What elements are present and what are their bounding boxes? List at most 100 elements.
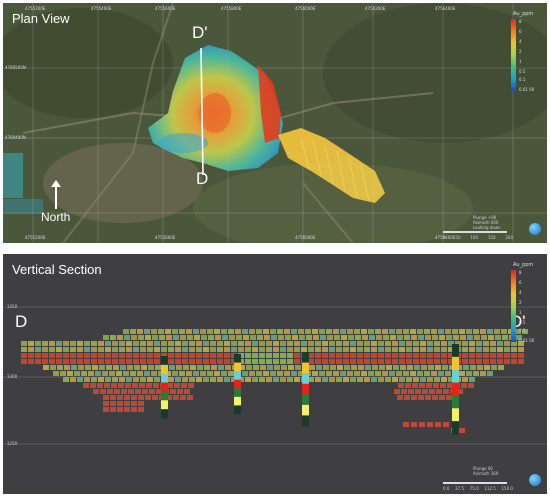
block-cell (98, 377, 104, 382)
block-cell (357, 359, 363, 364)
block-cell (320, 335, 326, 340)
drillhole-segment (452, 421, 459, 435)
block-cell (385, 359, 391, 364)
block-cell (111, 383, 117, 388)
block-cell (228, 329, 234, 334)
block-cell (125, 383, 131, 388)
section-title: Vertical Section (12, 262, 102, 277)
block-cell (95, 371, 101, 376)
block-cell (176, 365, 182, 370)
block-cell (480, 329, 486, 334)
legend-tick: 1 (519, 310, 522, 315)
elevation-label: 1300 (7, 374, 18, 379)
block-cell (228, 371, 234, 376)
block-cell (354, 371, 360, 376)
block-cell (105, 347, 111, 352)
block-cell (21, 359, 27, 364)
block-cell (361, 329, 367, 334)
block-cell (333, 371, 339, 376)
block-cell (413, 353, 419, 358)
block-cell (77, 353, 83, 358)
block-cell (93, 389, 99, 394)
plan-view-title: Plan View (12, 11, 70, 26)
block-cell (168, 341, 174, 346)
block-cell (180, 395, 186, 400)
block-cell (334, 335, 340, 340)
block-cell (175, 347, 181, 352)
block-cell (404, 335, 410, 340)
block-cell (70, 377, 76, 382)
block-cell (84, 359, 90, 364)
block-cell (448, 341, 454, 346)
block-cell (242, 371, 248, 376)
block-cell (424, 371, 430, 376)
block-cell (161, 353, 167, 358)
block-cell (495, 335, 501, 340)
block-cell (417, 371, 423, 376)
block-cell (305, 329, 311, 334)
block-cell (371, 359, 377, 364)
block-cell (266, 347, 272, 352)
block-cell (140, 341, 146, 346)
block-cell (63, 347, 69, 352)
block-cell (217, 347, 223, 352)
block-cell (511, 341, 517, 346)
block-cell (518, 359, 524, 364)
block-cell (161, 341, 167, 346)
block-cell (203, 359, 209, 364)
legend-tick: 8 (519, 19, 522, 24)
block-cell (466, 371, 472, 376)
block-cell (467, 335, 473, 340)
block-cell (250, 335, 256, 340)
block-cell (126, 341, 132, 346)
block-cell (469, 347, 475, 352)
block-cell (292, 335, 298, 340)
block-cell (298, 329, 304, 334)
block-cell (364, 377, 370, 382)
block-cell (245, 359, 251, 364)
block-cell (133, 377, 139, 382)
block-cell (365, 365, 371, 370)
block-cell (515, 329, 521, 334)
block-cell (131, 401, 137, 406)
block-cell (264, 335, 270, 340)
block-cell (316, 365, 322, 370)
block-cell (42, 341, 48, 346)
block-cell (63, 359, 69, 364)
block-cell (56, 353, 62, 358)
block-cell (461, 383, 467, 388)
block-cell (91, 347, 97, 352)
block-cell (476, 341, 482, 346)
plan-map (3, 3, 547, 243)
block-cell (315, 359, 321, 364)
block-cell (400, 365, 406, 370)
legend-tick: 0.01 00 (519, 338, 535, 343)
legend-tick: 2 (519, 300, 522, 305)
drillhole-segment (302, 394, 309, 406)
block-cell (172, 371, 178, 376)
block-cell (439, 335, 445, 340)
block-cell (501, 329, 507, 334)
block-cell (217, 377, 223, 382)
block-cell (103, 407, 109, 412)
block-cell (211, 365, 217, 370)
block-cell (491, 365, 497, 370)
block-cell (350, 359, 356, 364)
block-cell (487, 329, 493, 334)
block-cell (103, 335, 109, 340)
block-cell (490, 353, 496, 358)
block-cell (322, 377, 328, 382)
block-cell (392, 359, 398, 364)
block-cell (462, 347, 468, 352)
block-cell (119, 359, 125, 364)
block-cell (413, 359, 419, 364)
block-cell (462, 377, 468, 382)
legend-tick: 0.5 (519, 320, 526, 325)
block-cell (259, 353, 265, 358)
legend-tick: 0.01 00 (519, 87, 535, 92)
block-cell (119, 353, 125, 358)
block-cell (440, 383, 446, 388)
block-cell (504, 359, 510, 364)
block-cell (130, 371, 136, 376)
block-cell (312, 329, 318, 334)
